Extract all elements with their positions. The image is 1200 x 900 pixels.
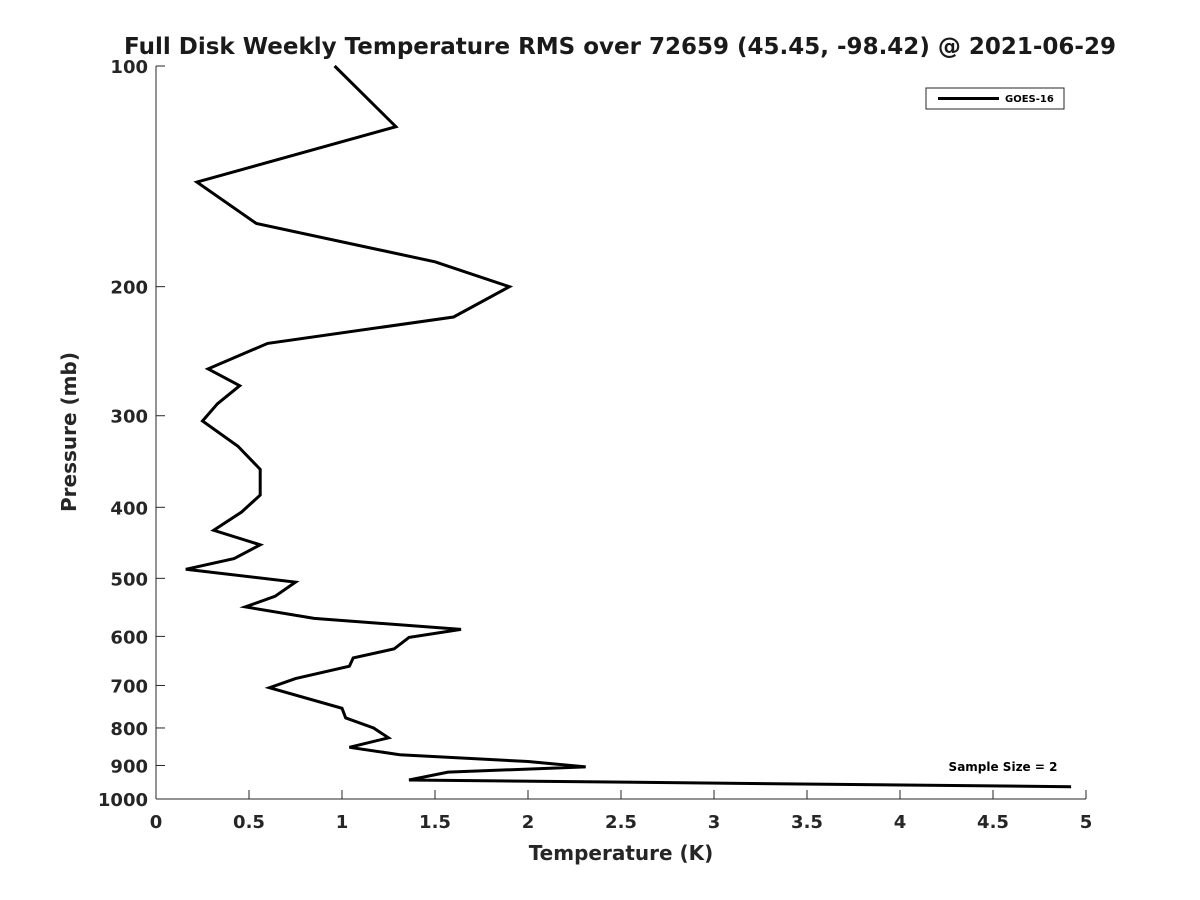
x-axis-label: Temperature (K) (529, 841, 714, 865)
x-tick-label: 2 (522, 812, 535, 833)
x-tick-label: 5 (1080, 812, 1093, 833)
x-tick-label: 1 (336, 812, 349, 833)
x-tick-label: 0.5 (233, 812, 265, 833)
y-tick-label: 100 (110, 57, 148, 78)
x-tick-label: 1.5 (419, 812, 451, 833)
y-tick-label: 300 (110, 407, 148, 428)
y-axis-label: Pressure (mb) (57, 352, 81, 512)
x-tick-label: 4 (894, 812, 907, 833)
x-tick-label: 0 (150, 812, 163, 833)
y-ticks: 100 200 300 400 500 600 700 800 900 1000 (98, 57, 165, 811)
legend: GOES-16 (925, 87, 1065, 110)
y-tick-label: 200 (110, 278, 148, 299)
legend-label-goes-16: GOES-16 (1005, 94, 1054, 105)
x-tick-label: 3 (708, 812, 721, 833)
sample-size-annotation: Sample Size = 2 (949, 760, 1058, 774)
x-tick-label: 4.5 (977, 812, 1009, 833)
y-tick-label: 1000 (98, 790, 148, 811)
y-tick-label: 400 (110, 498, 148, 519)
series-line-goes-16 (185, 64, 1072, 789)
chart-title: Full Disk Weekly Temperature RMS over 72… (124, 34, 1116, 60)
y-tick-label: 900 (110, 756, 148, 777)
x-tick-label: 3.5 (791, 812, 823, 833)
x-ticks: 0 0.5 1 1.5 2 2.5 3 3.5 4 4.5 5 (150, 790, 1093, 833)
y-tick-label: 500 (110, 569, 148, 590)
x-tick-label: 2.5 (605, 812, 637, 833)
y-tick-label: 800 (110, 719, 148, 740)
series-layer (185, 64, 1072, 789)
y-tick-label: 600 (110, 627, 148, 648)
y-tick-label: 700 (110, 676, 148, 697)
